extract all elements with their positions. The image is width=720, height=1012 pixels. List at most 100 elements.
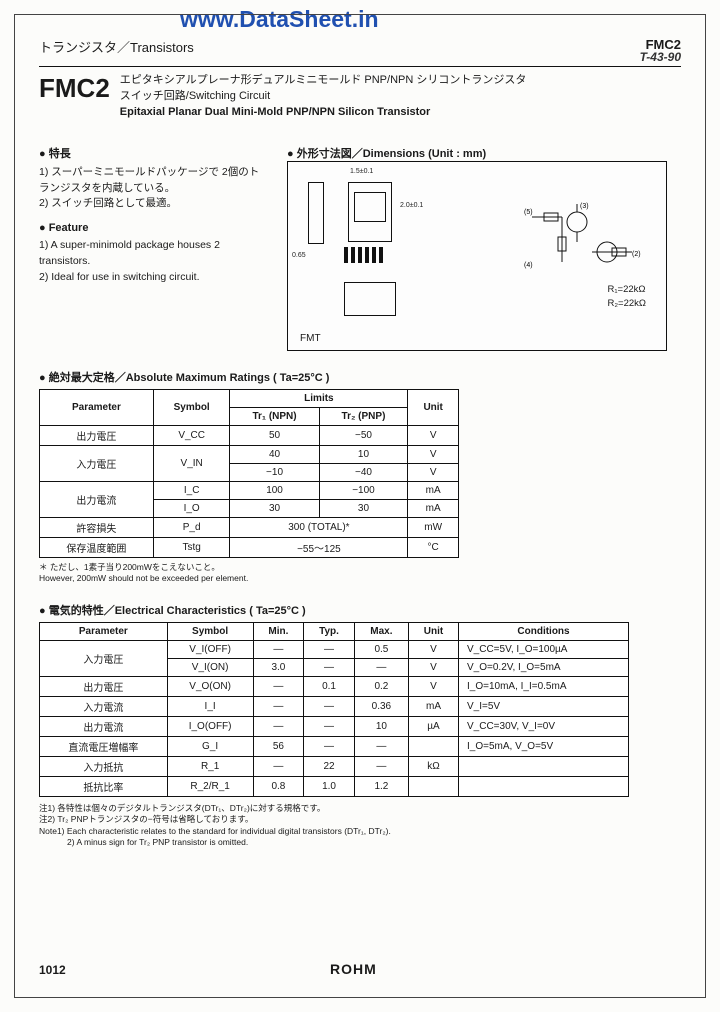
rohm-logo: ROHM [330, 961, 377, 977]
cell: V_CC=30V, V_I=0V [459, 716, 629, 736]
table-row: Parameter Symbol Min. Typ. Max. Unit Con… [40, 622, 629, 640]
cell: 56 [253, 736, 304, 756]
cell: 22 [304, 756, 355, 776]
cell: 出力電圧 [40, 676, 168, 696]
lead-row [344, 247, 383, 263]
cell: 40 [230, 445, 319, 463]
note-jp-2: 注2) Tr₂ PNPトランジスタの−符号は省略しております。 [39, 814, 681, 825]
cell: V [409, 676, 459, 696]
features-jp-list: 1) スーパーミニモールドパッケージで 2個のトランジスタを内蔵している。 2)… [39, 165, 269, 212]
table-row: 出力電流I_O(OFF)——10µAV_CC=30V, V_I=0V [40, 716, 629, 736]
cell: 出力電流 [40, 716, 168, 736]
cell: V [409, 658, 459, 676]
dim-label-1: 1.5±0.1 [350, 168, 373, 175]
feat-jp-2: 2) スイッチ回路として最適。 [39, 196, 269, 212]
cell: −50 [319, 425, 408, 445]
dim-label-3: 0.65 [292, 252, 306, 259]
cell: R_2/R_1 [167, 776, 253, 796]
cell: 10 [319, 445, 408, 463]
th-tr1: Tr₁ (NPN) [230, 407, 319, 425]
header-row: トランジスタ／Transistors FMC2 T-43-90 [39, 37, 681, 64]
dim-label-2: 2.0±0.1 [400, 202, 423, 209]
feature-dimension-row: ● 特長 1) スーパーミニモールドパッケージで 2個のトランジスタを内蔵してい… [39, 131, 681, 351]
footnote-en: However, 200mW should not be exceeded pe… [39, 573, 681, 584]
cell: — [253, 640, 304, 658]
th-max: Max. [354, 622, 408, 640]
lead-3 [358, 247, 362, 263]
cell: V_I(OFF) [167, 640, 253, 658]
dimensions-drawing-box: 1.5±0.1 2.0±0.1 0.65 [287, 161, 667, 351]
svg-text:(2): (2) [632, 251, 641, 258]
cell: 50 [230, 425, 319, 445]
cell: 30 [319, 499, 408, 517]
title-block: FMC2 エピタキシアルプレーナ形デュアルミニモールド PNP/NPN シリコン… [39, 73, 681, 121]
cell: V [408, 445, 459, 463]
cell: 直流電圧増幅率 [40, 736, 168, 756]
header-rule [39, 66, 681, 67]
cell: 保存温度範囲 [40, 537, 154, 557]
cell: 入力電圧 [40, 445, 154, 481]
cell: — [253, 756, 304, 776]
subtitle-en: Epitaxial Planar Dual Mini-Mold PNP/NPN … [120, 105, 527, 121]
cell: 入力抵抗 [40, 756, 168, 776]
table-row: 出力電流I_C100−100mA [40, 481, 459, 499]
th-param: Parameter [40, 622, 168, 640]
cell: 入力電流 [40, 696, 168, 716]
pkg-inner-outline [354, 192, 386, 222]
th-symbol: Symbol [153, 389, 230, 425]
subtitle-block: エピタキシアルプレーナ形デュアルミニモールド PNP/NPN シリコントランジス… [120, 73, 527, 121]
table-row: 入力電圧V_I(OFF)——0.5VV_CC=5V, I_O=100µA [40, 640, 629, 658]
lead-1 [344, 247, 348, 263]
cell [409, 776, 459, 796]
cell: mW [408, 517, 459, 537]
cell: — [304, 716, 355, 736]
note-en-2: 2) A minus sign for Tr₂ PNP transistor i… [39, 837, 681, 848]
cell: V_O=0.2V, I_O=5mA [459, 658, 629, 676]
table-row: 出力電圧V_O(ON)—0.10.2VI_O=10mA, I_I=0.5mA [40, 676, 629, 696]
cell: — [304, 640, 355, 658]
svg-text:(4): (4) [524, 262, 533, 269]
cell: 入力電圧 [40, 640, 168, 676]
cell: V_CC [153, 425, 230, 445]
table-row: 出力電圧V_CC50−50V [40, 425, 459, 445]
features-en-head: ● Feature [39, 222, 269, 234]
cell: 出力電圧 [40, 425, 154, 445]
header-left: トランジスタ／Transistors [39, 37, 194, 64]
cell: 0.1 [304, 676, 355, 696]
feat-en-2: 2) Ideal for use in switching circuit. [39, 270, 269, 286]
pkg-code: FMT [300, 333, 321, 344]
cell: V [409, 640, 459, 658]
cell: °C [408, 537, 459, 557]
elec-char-table: Parameter Symbol Min. Typ. Max. Unit Con… [39, 622, 629, 797]
svg-text:(5): (5) [524, 209, 533, 216]
abs-max-title: ● 絶対最大定格／Absolute Maximum Ratings ( Ta=2… [39, 369, 681, 385]
cell: 100 [230, 481, 319, 499]
features-jp-head: ● 特長 [39, 145, 269, 161]
page-number: 1012 [39, 963, 66, 977]
cell: — [253, 716, 304, 736]
cell: — [253, 696, 304, 716]
dimensions-head: ● 外形寸法図／Dimensions (Unit : mm) [287, 145, 681, 161]
page-footer: 1012 ROHM [39, 961, 681, 977]
cell: I_O=5mA, V_O=5V [459, 736, 629, 756]
features-column: ● 特長 1) スーパーミニモールドパッケージで 2個のトランジスタを内蔵してい… [39, 131, 269, 351]
lead-5 [372, 247, 376, 263]
cell: I_I [167, 696, 253, 716]
cell: V [408, 425, 459, 445]
table-row: 入力抵抗R_1—22—kΩ [40, 756, 629, 776]
note-jp-1: 注1) 各特性は個々のデジタルトランジスタ(DTr₁、DTr₂)に対する規格です… [39, 803, 681, 814]
cell [459, 756, 629, 776]
table-row: Parameter Symbol Limits Unit [40, 389, 459, 407]
lead-6 [379, 247, 383, 263]
subtitle-jp1: エピタキシアルプレーナ形デュアルミニモールド PNP/NPN シリコントランジス… [120, 73, 527, 89]
cell: −55〜125 [230, 537, 408, 557]
th-unit: Unit [408, 389, 459, 425]
pkg-side-view [308, 182, 324, 244]
resistor-labels: R₁=22kΩ R₂=22kΩ [607, 283, 646, 310]
subtitle-jp2: スイッチ回路/Switching Circuit [120, 89, 527, 105]
footnote-jp: ＊ ただし、1素子当り200mWをこえないこと。 [39, 562, 681, 573]
cell: 3.0 [253, 658, 304, 676]
abs-max-table: Parameter Symbol Limits Unit Tr₁ (NPN) T… [39, 389, 459, 558]
internal-circuit-diagram: (5) (3) (2) (4) [522, 202, 642, 282]
header-right-block: FMC2 T-43-90 [640, 37, 681, 64]
